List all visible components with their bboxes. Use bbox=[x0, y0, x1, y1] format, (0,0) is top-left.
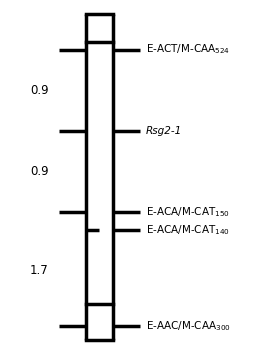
Text: 0.9: 0.9 bbox=[30, 84, 49, 97]
Text: E-AAC/M-CAA$_{\mathrm{300}}$: E-AAC/M-CAA$_{\mathrm{300}}$ bbox=[146, 319, 231, 332]
Text: E-ACT/M-CAA$_{\mathrm{524}}$: E-ACT/M-CAA$_{\mathrm{524}}$ bbox=[146, 43, 230, 56]
Text: E-ACA/M-CAT$_{\mathrm{140}}$: E-ACA/M-CAT$_{\mathrm{140}}$ bbox=[146, 223, 230, 237]
Text: Rsg2-1: Rsg2-1 bbox=[146, 126, 182, 136]
Text: E-ACA/M-CAT$_{\mathrm{150}}$: E-ACA/M-CAT$_{\mathrm{150}}$ bbox=[146, 206, 230, 219]
Text: 0.9: 0.9 bbox=[30, 165, 49, 178]
Text: 1.7: 1.7 bbox=[30, 264, 49, 277]
